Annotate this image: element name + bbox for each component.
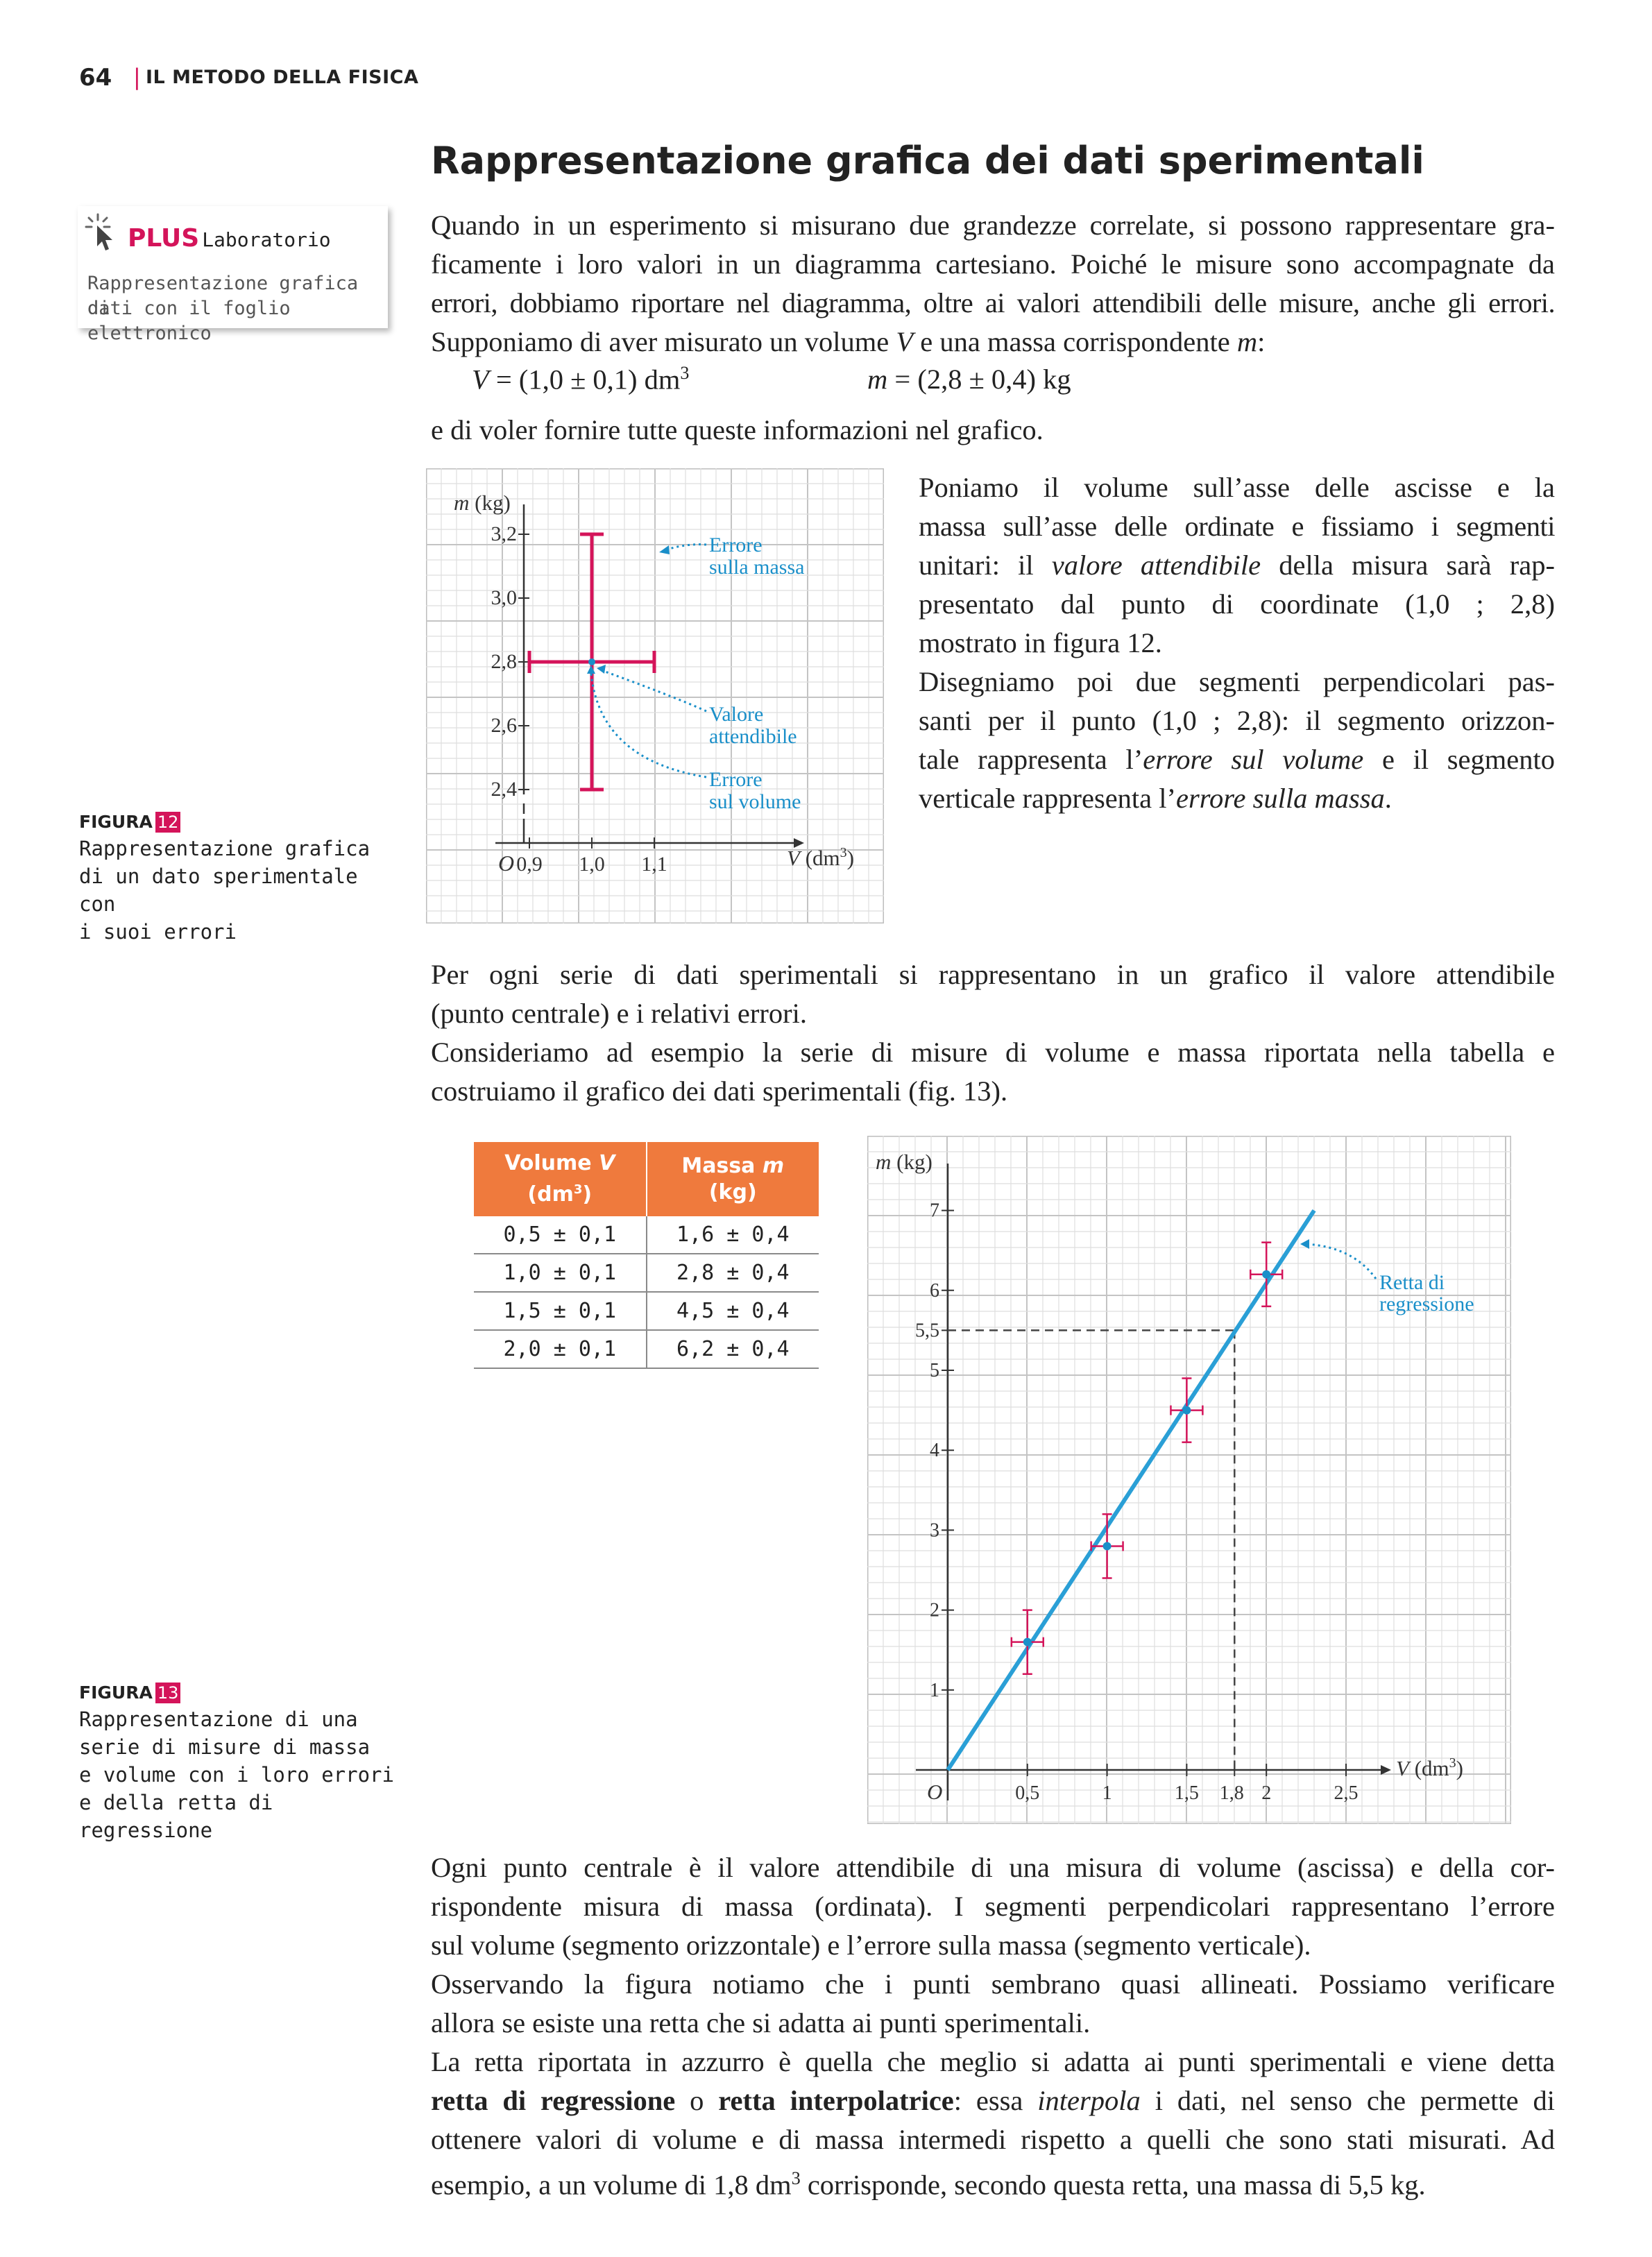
y-tick-label: 4 xyxy=(930,1440,939,1461)
y-tick-label: 2 xyxy=(930,1600,939,1621)
x-tick-label: 1,1 xyxy=(641,853,667,876)
y-tick-label: 6 xyxy=(930,1280,939,1302)
formula-mass: m = (2,8 ± 0,4) kg xyxy=(867,364,1071,395)
formula-volume: V = (1,0 ± 0,1) dm3 xyxy=(472,363,690,395)
annotation-value: attendibile xyxy=(709,725,797,748)
x-tick-label: 1 xyxy=(1102,1782,1112,1804)
origin-label: O xyxy=(927,1780,942,1804)
data-table: Volume V (dm3) Massa m (kg) 0,5 ± 0,1 1,6 ±… xyxy=(474,1142,819,1369)
intro-paragraph: Quando in un esperimento si misurano due… xyxy=(431,206,1556,361)
data-point xyxy=(1023,1637,1032,1646)
arrow-value-head xyxy=(597,665,606,674)
plus-laboratory-box[interactable]: PLUS Laboratorio Rappresentazione grafic… xyxy=(78,206,388,344)
figure-13-caption: FIGURA 13 Rappresentazione di una serie … xyxy=(79,1683,394,1842)
figure-12-grid xyxy=(426,468,884,923)
header-separator: | xyxy=(133,64,141,90)
annotation-mass-error: sulla massa xyxy=(709,556,804,579)
figure-13-chart: 1 2 3 4 5 5,5 6 7 0,5 1 1,5 1,8 2 2,5 Om (kg) V (dm3) Re… xyxy=(867,1136,1511,1824)
annotation-mass-error: Errore xyxy=(709,534,763,556)
y-tick-label: 1 xyxy=(930,1680,939,1701)
arrow-regression-head xyxy=(1300,1239,1309,1249)
intro-line-4: Supponiamo di aver misurato un volume V … xyxy=(431,326,1266,357)
y-tick-label: 5 xyxy=(930,1360,939,1381)
plus-description-1: Rappresentazione grafica di xyxy=(87,273,359,319)
table-row: 2,0 ± 0,1 6,2 ± 0,4 xyxy=(474,1330,819,1369)
table-row: 0,5 ± 0,1 1,6 ± 0,4 xyxy=(474,1216,819,1254)
table-row: 1,5 ± 0,1 4,5 ± 0,4 xyxy=(474,1292,819,1331)
arrow-volume-error-head xyxy=(587,665,595,674)
y-tick-label: 2,8 xyxy=(491,650,518,673)
grid-frame xyxy=(867,1136,1511,1824)
figure-13-marks xyxy=(946,1209,1377,1771)
y-tick-label: 3,0 xyxy=(491,586,518,609)
intro-line-2: ficamente i loro valori in un diagramma … xyxy=(431,248,1555,280)
after-formula-text: e di voler fornire tutte queste informaz… xyxy=(431,414,1044,445)
y-tick-label: 7 xyxy=(930,1200,939,1222)
figure-12-caption: FIGURA 12 Rappresentazione grafica di un… xyxy=(79,812,371,944)
annotation-value: Valore xyxy=(709,703,763,726)
x-tick-label: 2 xyxy=(1261,1782,1271,1804)
figure-12-labels: 2,4 2,6 2,8 3,0 3,2 0,9 1,0 1,1 Om (kg) V (dm3) Er… xyxy=(454,491,854,876)
table-header-mass: Massa m (kg) xyxy=(645,1142,819,1216)
arrow-mass-error-head xyxy=(659,545,670,554)
table-header-volume: Volume V (dm3) xyxy=(474,1142,647,1216)
data-point xyxy=(1102,1542,1112,1551)
laboratory-label: Laboratorio xyxy=(202,228,331,251)
y-tick-label: 2,4 xyxy=(491,778,518,801)
cursor-click-icon xyxy=(85,213,112,250)
y-tick-label: 3 xyxy=(930,1519,939,1541)
annotation-volume-error: sul volume xyxy=(709,790,801,813)
x-tick-label: 1,0 xyxy=(579,853,605,876)
annotation-regression: regressione xyxy=(1379,1293,1474,1315)
arrow-volume-error xyxy=(590,672,707,778)
figure-13-labels: 1 2 3 4 5 5,5 6 7 0,5 1 1,5 1,8 2 2,5 Om (kg) V (dm3) Re… xyxy=(876,1150,1474,1804)
plus-label: PLUS xyxy=(128,224,200,253)
x-axis-label: V (dm3) xyxy=(787,845,854,870)
middle-paragraph: Per ogni serie di dati sperimentali si r… xyxy=(431,959,1555,1107)
y-tick-label: 5,5 xyxy=(915,1320,939,1341)
y-tick-label: 3,2 xyxy=(491,522,518,545)
intro-line-3: errori, dobbiamo riportare nel diagramma… xyxy=(431,287,1556,318)
x-axis-label: V (dm3) xyxy=(1396,1755,1463,1780)
regression-line xyxy=(946,1209,1316,1771)
x-tick-label: 0,9 xyxy=(516,853,543,876)
y-axis-label: m (kg) xyxy=(876,1150,933,1174)
x-tick-label: 2,5 xyxy=(1334,1782,1359,1804)
x-tick-label: 1,8 xyxy=(1220,1782,1244,1804)
x-tick-label: 0,5 xyxy=(1015,1782,1039,1804)
data-point xyxy=(588,658,595,665)
arrow-regression xyxy=(1305,1243,1377,1279)
table-row: 1,0 ± 0,1 2,8 ± 0,4 xyxy=(474,1254,819,1293)
figure-13-axes xyxy=(916,1164,1391,1800)
figure-12-axes xyxy=(495,504,804,849)
plus-description-2: dati con il foglio elettronico xyxy=(87,298,291,344)
y-tick-label: 2,6 xyxy=(491,714,518,737)
x-tick-label: 1,5 xyxy=(1175,1782,1199,1804)
page-title: Rappresentazione grafica dei dati sperim… xyxy=(431,139,1424,182)
figure-12-chart: 2,4 2,6 2,8 3,0 3,2 0,9 1,0 1,1 Om (kg) V (dm3) Er… xyxy=(426,468,884,923)
intro-line-1: Quando in un esperimento si misurano due… xyxy=(431,210,1555,241)
annotation-volume-error: Errore xyxy=(709,768,763,791)
side-paragraph: Poniamo il volume sull’asse delle asciss… xyxy=(919,472,1556,814)
figure-12-marks xyxy=(527,532,707,792)
bottom-paragraph: Ogni punto centrale è il valore attendib… xyxy=(431,1852,1556,2201)
x-axis-arrow xyxy=(794,838,804,848)
data-point xyxy=(1262,1270,1271,1279)
page-number: 64 xyxy=(79,64,112,92)
y-axis-label: m (kg) xyxy=(454,491,511,515)
section-title: IL METODO DELLA FISICA xyxy=(146,67,419,88)
annotation-regression: Retta di xyxy=(1379,1271,1445,1294)
figure-13-grid xyxy=(867,1136,1511,1824)
arrow-value xyxy=(599,668,707,713)
origin-label: O xyxy=(498,851,514,876)
data-point xyxy=(1182,1406,1191,1415)
x-axis-arrow xyxy=(1381,1765,1391,1775)
